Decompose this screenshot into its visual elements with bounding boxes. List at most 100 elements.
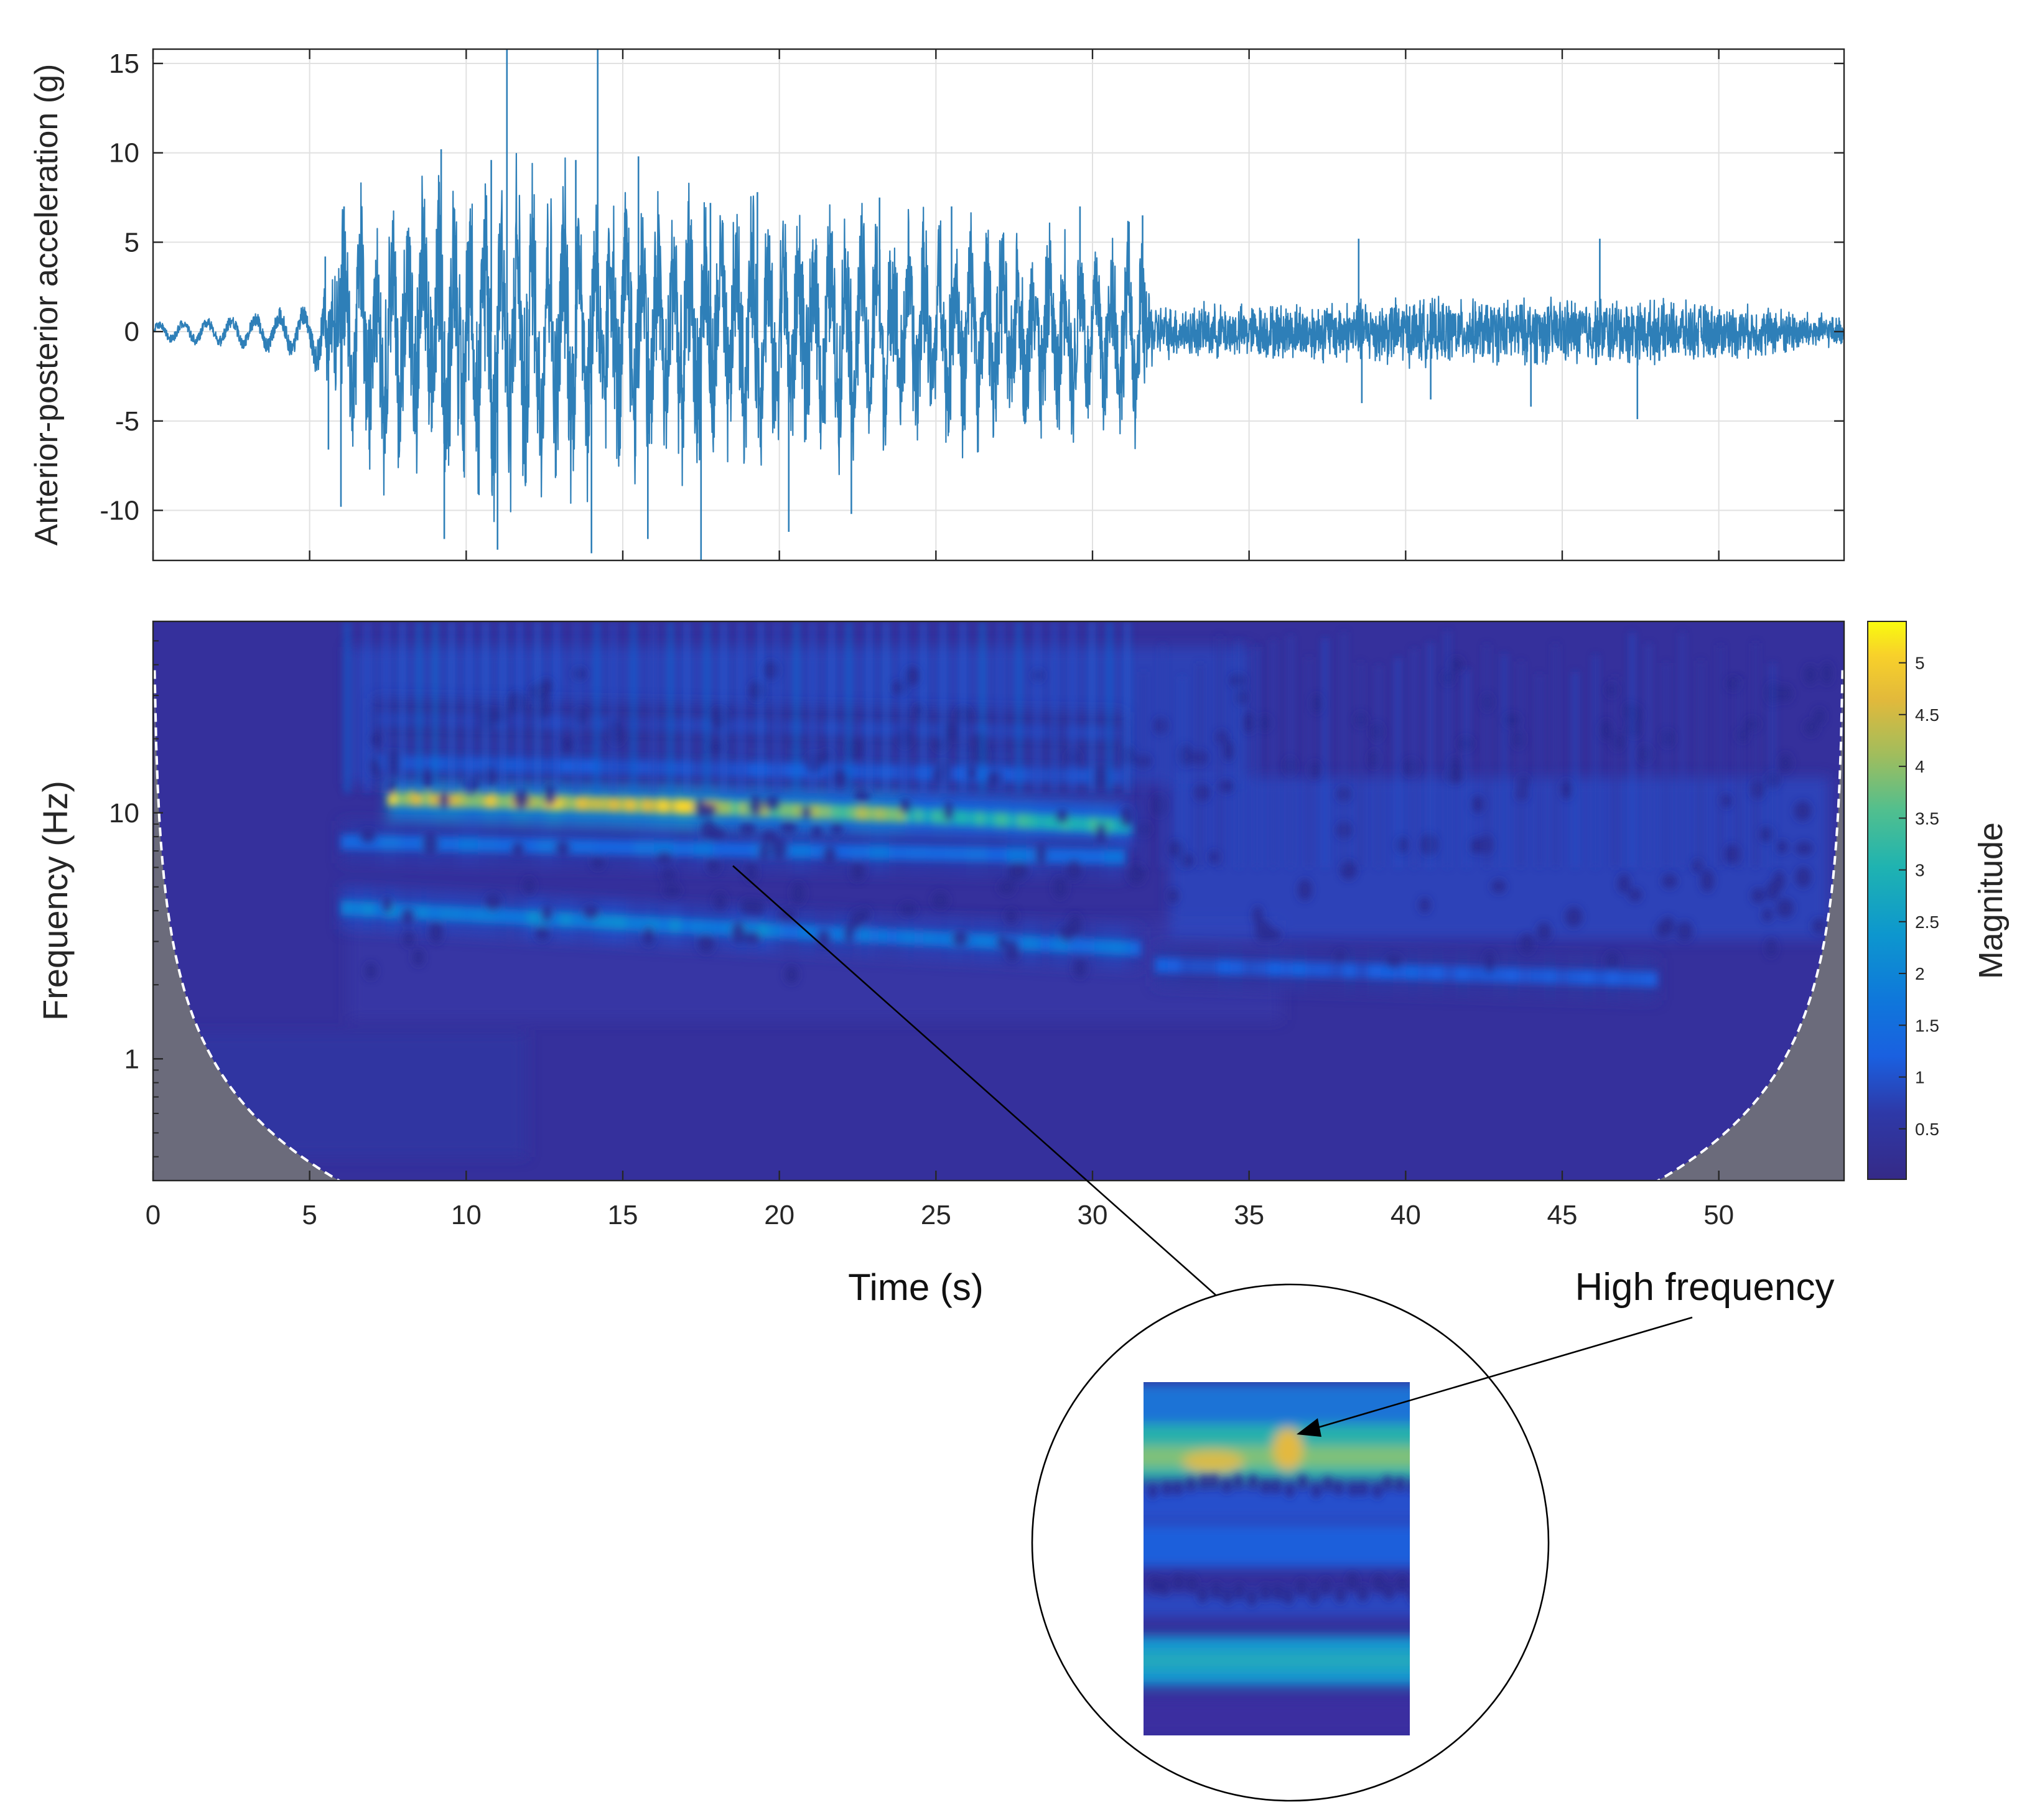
scalogram-ylabel: Frequency (Hz) [35,781,75,1021]
ridge-core-0-1 [876,806,883,822]
scalogram-speckle [1243,712,1255,734]
ridge-core-2-1 [1048,768,1069,783]
ridge-core-1-2 [1468,967,1483,982]
scalogram-streak [575,621,579,794]
acceleration-ytick-label: -10 [100,496,139,526]
scalogram-speckle [656,852,673,865]
scalogram-speckle [1266,928,1281,942]
ridge-core-0-0 [618,797,628,812]
ridge-core-2-2 [748,718,768,734]
scalogram-speckle [535,926,549,941]
scalogram-xtick-label: 45 [1547,1200,1578,1230]
scalogram-streak [921,621,926,794]
ridge-core-2-2 [729,718,750,734]
zoom-speckle [1373,1574,1384,1592]
scalogram-speckle [1369,750,1379,768]
zoom-speckle [1261,1479,1270,1495]
ridge-core-1-2 [1568,969,1583,985]
ridge-core-0-2 [933,809,940,824]
scalogram-speckle [1795,842,1813,855]
zoom-speckle [1372,1483,1382,1499]
scalogram-speckle [412,949,424,966]
colorbar-tick-label: 3 [1915,861,1925,880]
ridge-core-2-2 [1011,723,1032,739]
ridge-core-1-0 [527,910,540,926]
scalogram-speckle [1751,888,1766,904]
ridge-core-0-2 [1051,815,1058,830]
scalogram-streak [1428,643,1433,868]
scalogram-speckle [422,832,439,855]
scalogram-speckle [1617,874,1631,894]
scalogram-speckle [1419,897,1430,913]
ridge-core-0-1 [811,804,817,819]
scalogram-streak [1554,644,1558,868]
scalogram-xtick-label: 50 [1703,1200,1734,1230]
ridge-core-1-2 [1618,971,1633,987]
scalogram-plot: 0 5 10 15 20 25 30 35 40 45 50 1 10 Time (s) Freque… [35,620,1845,1308]
ridge-core-1-1 [788,924,799,939]
ridge-core-0-2 [972,810,979,826]
zoom-speckle [1335,1586,1346,1604]
scalogram-speckle [1656,921,1670,938]
ridge-core-2-2 [428,713,449,728]
zoom-speckle [1384,1582,1394,1600]
scalogram-streak [884,621,888,794]
ridge-core-0-0 [651,798,661,814]
scalogram-streak [651,621,656,794]
scalogram-speckle [382,896,393,913]
zoom-speckle [1173,1573,1183,1591]
scalogram-speckle [707,857,720,874]
ridge-core-1-0 [341,900,353,916]
scalogram-high-frequency-streaks [345,621,1774,868]
scalogram-streak [1035,621,1040,794]
ridge-core-1-0 [505,909,518,924]
ridge-core-1-1 [833,926,844,942]
colorbar-ticks [1899,662,1906,1130]
scalogram-speckle [1471,796,1485,814]
scalogram-speckle [609,725,624,745]
ridge-core-0-2 [1028,814,1036,829]
ridge-core-1-2 [1631,971,1645,987]
scalogram-speckle [1297,879,1312,901]
ridge-core-1-2 [1343,963,1357,978]
ridge-core-2-1 [898,765,919,781]
scalogram-speckle [714,892,727,910]
ridge-core-0-2 [1102,817,1109,833]
zoom-speckle [1186,1477,1195,1492]
ridge-core-0-1 [791,803,798,819]
scalogram-speckle [748,794,763,816]
scalogram-speckle [1662,873,1677,889]
ridge-core-0-1 [782,802,789,818]
scalogram-speckle [707,740,725,754]
ridge-core-1-2 [1193,959,1207,974]
ridge-core-1-2 [1530,968,1545,984]
ridge-core-0-1 [867,806,874,821]
ridge-core-0-2 [1079,816,1086,832]
ridge-core-0-1 [721,800,728,815]
scalogram-speckle [661,868,676,882]
ridge-core-1-2 [1430,965,1445,981]
scalogram-speckle [731,921,745,944]
scalogram-speckle [739,822,756,836]
scalogram-streak [345,621,350,794]
scalogram-speckle [1726,677,1740,691]
scalogram-streak [1255,646,1259,868]
ridge-core-2-1 [748,762,768,778]
scalogram-streak [1613,677,1617,868]
zoom-speckle [1347,1572,1358,1590]
ridge-core-0-0 [404,791,414,806]
ridge-core-0-1 [895,807,902,822]
scalogram-ytick-label: 1 [124,1044,139,1074]
cone-of-influence-right [1640,670,1844,1181]
ridge-core-0-2 [961,810,968,825]
scalogram-speckle [1073,959,1087,978]
scalogram-streak [1630,633,1634,868]
scalogram-streak [1180,676,1184,868]
ridge-core-2-0 [732,842,753,858]
ridge-core-0-2 [1034,814,1041,829]
ridge-core-0-0 [610,797,620,812]
scalogram-speckle [1258,715,1272,731]
scalogram-speckle [1450,657,1463,672]
scalogram-speckle [780,821,798,834]
callout-text: High frequency [1575,1266,1834,1309]
